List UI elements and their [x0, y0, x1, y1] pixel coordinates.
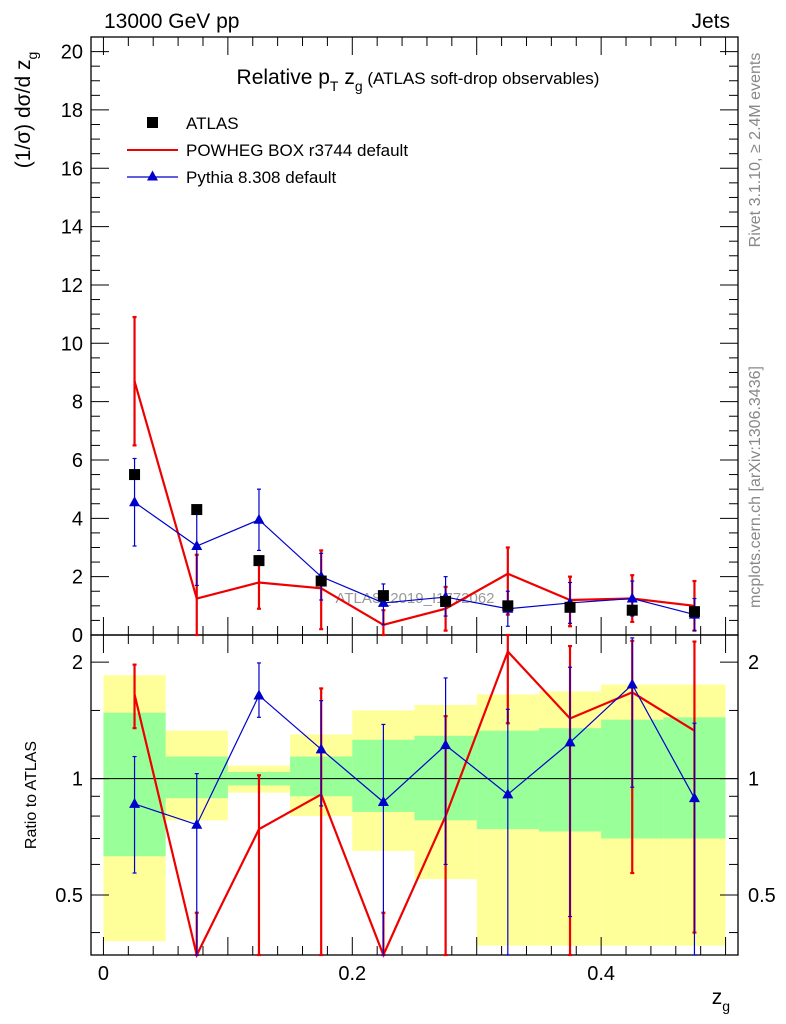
ratio-plot-ylabel: Ratio to ATLAS — [23, 741, 40, 849]
main-y-tick-label: 12 — [61, 275, 83, 297]
ratio-pythia-point — [315, 743, 327, 754]
header-right: Jets — [691, 10, 730, 33]
main-y-tick-label: 18 — [61, 100, 83, 122]
x-tick-label: 0 — [98, 963, 109, 985]
pythia-point — [191, 540, 203, 551]
main-y-tick-label: 6 — [72, 450, 83, 472]
main-y-tick-label: 16 — [61, 158, 83, 180]
atlas-point — [129, 469, 141, 481]
main-y-tick-label: 10 — [61, 333, 83, 355]
pythia-point — [253, 513, 265, 524]
ratio-y-tick-label-right: 2 — [748, 652, 759, 674]
main-plot-series — [129, 315, 700, 637]
atlas-point — [502, 600, 514, 612]
legend-pythia-label: Pythia 8.308 default — [186, 168, 337, 187]
ratio-pythia-point — [626, 678, 638, 689]
atlas-point — [377, 590, 389, 602]
mcplots-text: mcplots.cern.ch [arXiv:1306.3436] — [747, 366, 764, 608]
ratio-y-tick-label: 0.5 — [55, 885, 83, 907]
legend-atlas-marker — [147, 117, 158, 128]
main-y-tick-label: 0 — [72, 625, 83, 647]
main-y-tick-label: 14 — [61, 217, 83, 239]
ratio-pythia-point — [377, 795, 389, 806]
ratio-pythia-point — [129, 797, 141, 808]
ratio-plot-border — [90, 634, 739, 956]
ratio-pythia-point — [688, 792, 700, 803]
ratio-pythia-point — [564, 736, 576, 747]
ratio-pythia-point — [440, 739, 452, 750]
ratio-pythia-point — [191, 818, 203, 829]
ratio-pythia-line — [134, 683, 695, 826]
main-y-tick-label: 4 — [72, 508, 83, 530]
pythia-point — [377, 596, 389, 607]
atlas-point — [564, 601, 576, 613]
legend-pythia-marker — [147, 170, 158, 181]
pythia-line — [134, 501, 695, 616]
main-y-tick-label: 2 — [72, 567, 83, 589]
rivet-version-text: Rivet 3.1.10, ≥ 2.4M events — [747, 53, 764, 248]
ratio-powheg-line — [133, 649, 696, 959]
atlas-point — [440, 595, 452, 607]
ratio-pythia-point — [253, 689, 265, 700]
main-plot-frame: 0 2 4 6 8 10 12 14 16 18 20 — [61, 36, 739, 647]
ratio-pythia-point — [502, 788, 514, 799]
ratio-y-tick-label-right: 0.5 — [748, 885, 776, 907]
atlas-point — [191, 504, 203, 516]
ratio-y-tick-label: 2 — [72, 652, 83, 674]
main-plot-title: Relative pT zg (ATLAS soft-drop observab… — [237, 66, 600, 94]
main-plot-ylabel: (1/σ) dσ/d zg — [12, 52, 40, 169]
x-axis-label: zg — [712, 986, 730, 1014]
pythia-point — [626, 592, 638, 603]
atlas-point — [626, 604, 638, 616]
pythia-point — [129, 496, 141, 507]
ratio-plot-series — [129, 633, 700, 959]
main-y-tick-label: 20 — [61, 42, 83, 64]
x-tick-label: 0.4 — [587, 963, 615, 985]
ratio-y-tick-label-right: 1 — [748, 769, 759, 791]
legend: ATLAS POWHEG BOX r3744 default Pythia 8.… — [127, 114, 408, 187]
atlas-point — [315, 575, 327, 587]
legend-powheg-label: POWHEG BOX r3744 default — [186, 141, 408, 160]
ratio-plot-frame: 0.5 0.5 1 1 2 2 0 0.2 0.4 — [55, 634, 776, 985]
main-y-tick-label: 8 — [72, 392, 83, 414]
atlas-point — [253, 555, 265, 567]
legend-atlas-label: ATLAS — [186, 114, 239, 133]
atlas-point — [688, 606, 700, 618]
header-left: 13000 GeV pp — [104, 10, 239, 33]
powheg-line — [133, 380, 695, 626]
ratio-y-tick-label: 1 — [72, 769, 83, 791]
x-tick-label: 0.2 — [338, 963, 366, 985]
